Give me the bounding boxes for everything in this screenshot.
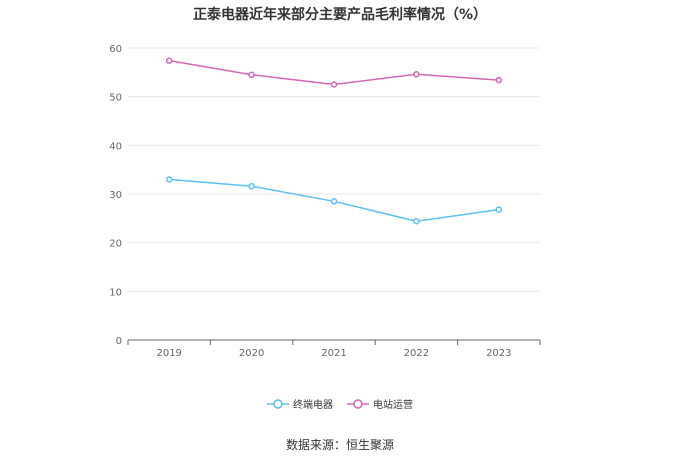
y-tick-label: 10: [109, 287, 122, 298]
legend: 终端电器 电站运营: [0, 396, 680, 411]
data-point: [330, 198, 338, 205]
data-point: [413, 218, 420, 225]
legend-label: 电站运营: [373, 400, 413, 411]
x-tick-label: 2022: [404, 348, 429, 359]
legend-item[interactable]: 终端电器: [267, 396, 333, 411]
x-tick-label: 2020: [239, 348, 264, 359]
circle-marker-icon: [267, 398, 289, 409]
x-tick-label: 2019: [156, 348, 181, 359]
data-point: [248, 71, 255, 79]
data-source-note: 数据来源：恒生聚源: [285, 438, 394, 452]
legend-item[interactable]: 电站运营: [347, 396, 413, 411]
data-point: [248, 182, 255, 190]
y-tick-label: 60: [109, 44, 122, 55]
legend-label: 终端电器: [293, 400, 333, 411]
y-tick-label: 0: [116, 336, 122, 347]
data-point: [165, 57, 173, 64]
x-tick-label: 2021: [321, 348, 346, 359]
series-line-1: [169, 59, 499, 86]
y-tick-label: 50: [109, 93, 122, 104]
chart-title: 正泰电器近年来部分主要产品毛利率情况（%）: [192, 7, 488, 23]
circle-marker-icon: [347, 398, 369, 409]
y-tick-label: 30: [109, 190, 122, 201]
data-point: [165, 176, 173, 183]
data-point: [330, 81, 338, 88]
y-tick-label: 40: [109, 141, 122, 152]
data-point: [495, 206, 503, 213]
y-tick-label: 20: [109, 239, 122, 250]
data-point: [413, 71, 420, 78]
x-tick-label: 2023: [486, 348, 511, 359]
data-point: [495, 76, 503, 84]
